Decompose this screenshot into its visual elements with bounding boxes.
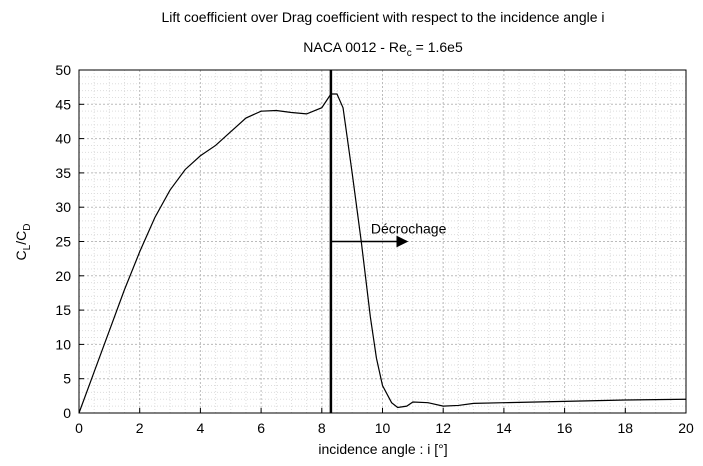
x-tick-label: 18 [618,420,634,436]
chart-subtitle: NACA 0012 - Rec = 1.6e5 [303,39,463,59]
data-line [78,93,687,414]
x-tick-label: 16 [557,420,573,436]
y-tick-label: 10 [55,336,71,352]
x-tick-label: 12 [435,420,451,436]
y-tick-label: 45 [55,96,71,112]
x-tick-label: 14 [496,420,512,436]
plot-frame [78,69,687,414]
y-tick-label: 50 [55,62,71,78]
y-tick-label: 5 [63,371,71,387]
y-tick-label: 30 [55,199,71,215]
x-tick-label: 2 [136,420,144,436]
x-tick-label: 20 [678,420,694,436]
x-axis-label: incidence angle : i [°] [318,441,447,457]
x-tick-label: 0 [75,420,83,436]
x-tick-label: 10 [375,420,391,436]
x-tick-label: 4 [197,420,205,436]
y-axis-label: CL/CD [13,224,33,261]
x-tick-label: 8 [318,420,326,436]
annotation-label: Décrochage [371,221,447,237]
y-tick-label: 20 [55,268,71,284]
y-tick-label: 25 [55,234,71,250]
chart-title: Lift coefficient over Drag coefficient w… [161,9,604,25]
y-tick-label: 0 [63,405,71,421]
y-tick-label: 15 [55,302,71,318]
x-tick-label: 6 [257,420,265,436]
y-tick-label: 40 [55,131,71,147]
y-tick-label: 35 [55,165,71,181]
